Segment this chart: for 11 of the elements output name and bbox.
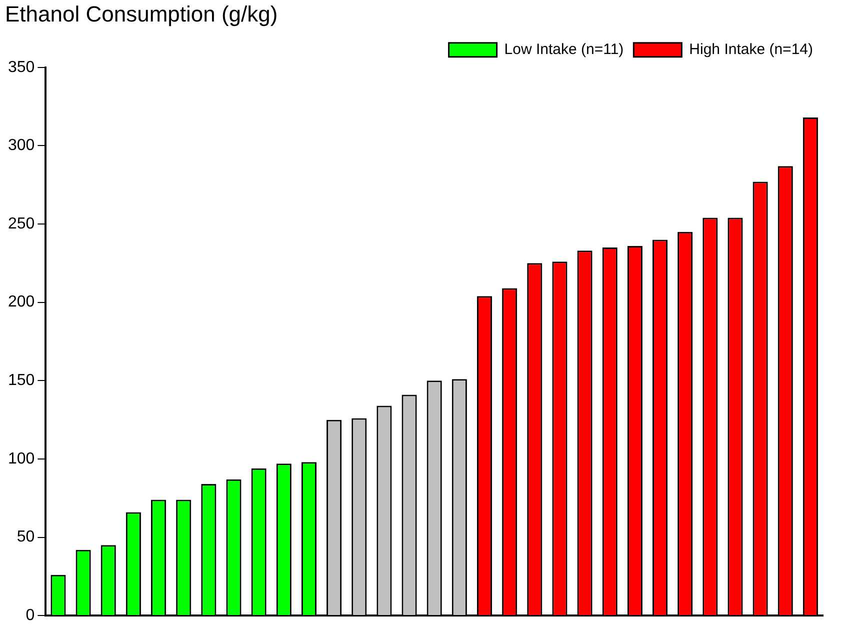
y-tick-label: 250 bbox=[8, 215, 35, 232]
legend-label: Low Intake (n=11) bbox=[504, 41, 624, 58]
chart-title: Ethanol Consumption (g/kg) bbox=[5, 1, 278, 26]
legend-label: High Intake (n=14) bbox=[689, 41, 814, 58]
y-tick-label: 350 bbox=[8, 58, 35, 76]
y-tick-label: 150 bbox=[8, 372, 35, 390]
y-tick-label: 50 bbox=[16, 528, 35, 546]
y-tick-label: 0 bbox=[26, 607, 35, 624]
y-tick-label: 100 bbox=[8, 450, 35, 468]
y-tick-label: 300 bbox=[8, 137, 35, 154]
y-tick-label: 200 bbox=[8, 294, 35, 311]
